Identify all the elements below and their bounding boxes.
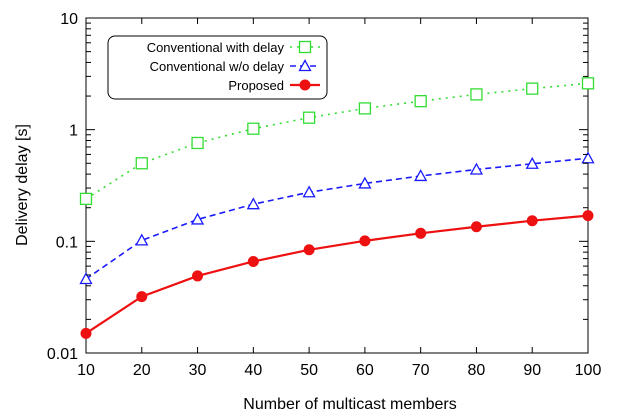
data-point (246, 197, 260, 210)
x-axis-label: Number of multicast members (243, 396, 456, 413)
data-point (135, 233, 149, 246)
data-point (190, 212, 205, 225)
data-point (581, 151, 595, 164)
data-point (79, 272, 93, 285)
series-line (85, 157, 589, 280)
x-tick-label: 100 (575, 362, 602, 379)
data-point (247, 122, 260, 135)
data-point (192, 270, 204, 282)
plot-frame (85, 17, 589, 354)
legend-marker-sample (298, 59, 312, 72)
legend-box (107, 35, 328, 100)
y-tick-label: 1 (69, 123, 78, 140)
x-tick-label: 80 (468, 362, 486, 379)
data-point (414, 95, 427, 108)
legend-marker-sample (299, 79, 311, 91)
data-point (302, 185, 316, 198)
x-tick-label: 60 (356, 362, 374, 379)
data-point (526, 82, 539, 95)
data-point (79, 192, 93, 206)
legend: Conventional with delay Conventional w/o… (107, 35, 328, 100)
x-tick-label: 50 (300, 362, 318, 379)
data-point (470, 221, 482, 233)
data-point (303, 244, 315, 256)
data-point (469, 162, 484, 175)
y-tick-label: 0.1 (56, 234, 78, 251)
data-point (135, 157, 148, 170)
series-group (79, 77, 595, 339)
data-point (470, 88, 483, 101)
data-point (358, 102, 372, 115)
x-tick-label: 40 (244, 362, 262, 379)
y-tick-label: 0.01 (47, 346, 78, 363)
data-point (581, 77, 595, 90)
series-2 (80, 210, 594, 339)
x-tick-label: 70 (412, 362, 430, 379)
data-point (525, 156, 539, 169)
x-tick-label: 90 (523, 362, 541, 379)
series-0 (79, 77, 595, 206)
legend-marker-sample (298, 40, 312, 54)
legend-label-conventional-with-delay: Conventional with delay (147, 40, 285, 55)
legend-label-proposed: Proposed (228, 78, 284, 93)
data-point (247, 255, 259, 267)
data-point (191, 136, 204, 150)
series-line (85, 82, 589, 200)
data-point (80, 327, 92, 339)
y-tick-label: 10 (60, 11, 78, 28)
data-point (582, 210, 594, 222)
x-tick-label: 20 (133, 362, 151, 379)
series-1 (79, 151, 595, 285)
data-point (302, 111, 316, 124)
data-point (359, 235, 371, 247)
data-point (358, 176, 372, 189)
x-tick-label: 10 (77, 362, 95, 379)
data-point (415, 227, 427, 239)
legend-samples (290, 40, 320, 91)
series-line (85, 214, 589, 335)
legend-label-conventional-without-delay: Conventional w/o delay (150, 59, 285, 74)
y-axis-label: Delivery delay [s] (14, 124, 31, 246)
axes: 10 20 30 40 50 60 70 80 90 100 0.01 0.1 1 10 (47, 11, 602, 379)
data-point (136, 291, 148, 303)
x-tick-label: 30 (189, 362, 207, 379)
data-point (526, 215, 538, 227)
plot-area (85, 17, 589, 354)
data-point (414, 169, 428, 182)
